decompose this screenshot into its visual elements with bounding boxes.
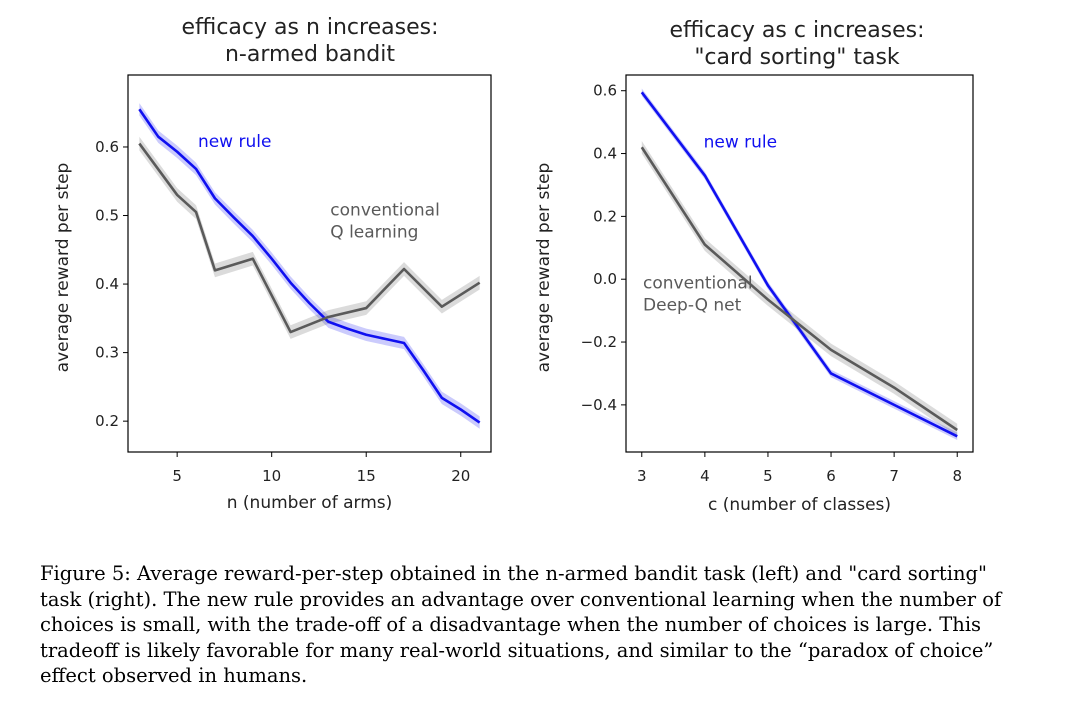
y-axis-label: average reward per step: [534, 163, 554, 373]
y-tick-label: 0.6: [593, 82, 617, 100]
x-tick-label: 7: [889, 467, 899, 485]
series-annotation-1: new rule: [704, 132, 778, 152]
y-tick-label: 0.4: [593, 145, 617, 163]
plot-frame: [625, 74, 974, 453]
chart-panel-2: efficacy as c increases: "card sorting" t…: [534, 18, 974, 515]
x-tick-label: 20: [451, 467, 470, 485]
series-band-2: [641, 140, 958, 437]
chart-panel-1: efficacy as n increases: n-armed bandit ne…: [53, 15, 492, 513]
y-axis-label: average reward per step: [53, 163, 73, 373]
y-tick-label: 0.2: [95, 412, 119, 430]
series-line-2: [640, 146, 958, 432]
x-tick-label: 5: [763, 467, 773, 485]
y-tick-label: 0.2: [593, 207, 617, 225]
series-band-1: [641, 88, 958, 441]
series-annotation-1: new rule: [198, 132, 272, 152]
series-annotation-2: conventional Deep-Q net: [643, 274, 753, 316]
y-tick-label: 0.4: [95, 275, 119, 293]
series-line-1: [640, 91, 958, 438]
x-tick-label: 10: [262, 467, 281, 485]
x-tick-label: 15: [357, 467, 376, 485]
x-tick-label: 4: [700, 467, 710, 485]
figure-caption: Figure 5: Average reward-per-step obtain…: [40, 562, 1002, 687]
x-tick-label: 6: [826, 467, 836, 485]
x-axis-label: n (number of arms): [227, 493, 393, 513]
series-line-1: [138, 108, 481, 424]
x-tick-label: 8: [952, 467, 962, 485]
x-axis-label: c (number of classes): [708, 495, 891, 515]
y-tick-label: 0.5: [95, 207, 119, 225]
plot-frame: [127, 74, 492, 453]
y-tick-label: 0.3: [95, 344, 119, 362]
y-tick-label: 0.6: [95, 138, 119, 156]
chart-title: efficacy as n increases: n-armed bandit: [182, 15, 439, 67]
series-band-1: [139, 103, 480, 429]
x-tick-label: 3: [637, 467, 647, 485]
series-annotation-2: conventional Q learning: [330, 201, 440, 243]
chart-title: efficacy as c increases: "card sorting" t…: [669, 18, 924, 70]
series-line-2: [138, 142, 481, 334]
y-tick-label: −0.2: [581, 333, 617, 351]
y-tick-label: −0.4: [581, 396, 617, 414]
x-tick-label: 5: [172, 467, 182, 485]
y-tick-label: 0.0: [593, 270, 617, 288]
